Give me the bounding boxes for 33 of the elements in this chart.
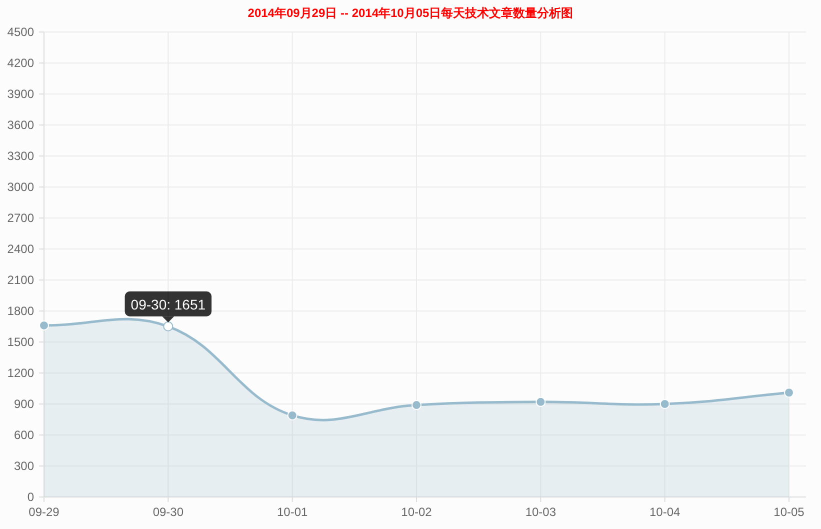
x-tick-label: 10-02 (401, 505, 432, 519)
x-tick-label: 10-03 (525, 505, 556, 519)
x-tick-label: 09-30 (152, 505, 184, 519)
y-tick-label: 1500 (7, 335, 34, 349)
annotation: 09-30: 1651 (124, 291, 212, 322)
point (784, 388, 794, 398)
y-tick-label: 3300 (7, 149, 34, 163)
y-tick-label: 2400 (7, 242, 34, 256)
y-tick-label: 2100 (7, 273, 34, 287)
point (163, 321, 174, 332)
point (412, 400, 422, 410)
y-tick-label: 3600 (7, 118, 34, 132)
y-tick-label: 1200 (7, 366, 34, 380)
chart-title: 2014年09月29日 -- 2014年10月05日每天技术文章数量分析图 (248, 6, 574, 20)
x-tick-label: 10-05 (774, 505, 805, 519)
y-tick-label: 3900 (7, 87, 34, 101)
point (287, 410, 298, 420)
x-tick-label: 10-04 (649, 505, 680, 519)
y-tick-label: 3000 (7, 180, 34, 194)
y-tick-label: 0 (27, 490, 34, 504)
x-tick-label: 09-29 (28, 505, 60, 519)
y-tick-label: 2700 (7, 211, 34, 225)
y-tick-label: 300 (14, 459, 34, 473)
point (660, 399, 670, 409)
y-tick-label: 1800 (7, 304, 34, 318)
annotation: 09-30: 1651 (130, 296, 206, 312)
y-tick-label: 900 (14, 397, 34, 411)
x-tick-label: 10-01 (276, 505, 308, 519)
point (536, 396, 546, 407)
point (39, 320, 49, 330)
y-tick-label: 600 (14, 428, 34, 442)
y-tick-label: 4500 (7, 25, 34, 39)
y-tick-label: 4200 (7, 56, 34, 70)
